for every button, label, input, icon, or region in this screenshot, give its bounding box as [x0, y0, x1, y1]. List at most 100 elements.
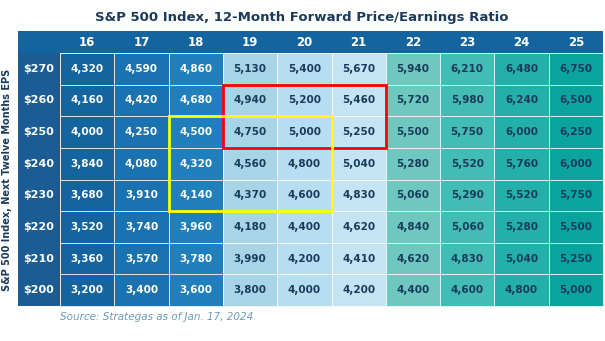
Bar: [494, 116, 549, 148]
Bar: [549, 116, 603, 148]
Bar: [386, 116, 440, 148]
Bar: [386, 211, 440, 243]
Text: 5,980: 5,980: [451, 95, 483, 105]
Bar: [223, 179, 277, 211]
Text: 4,420: 4,420: [125, 95, 158, 105]
Text: 4,320: 4,320: [179, 159, 212, 169]
Text: 4,400: 4,400: [396, 285, 430, 295]
Bar: [277, 53, 332, 85]
Text: $270: $270: [24, 64, 54, 74]
Bar: [386, 275, 440, 306]
Text: $250: $250: [24, 127, 54, 137]
Text: 18: 18: [188, 35, 204, 48]
Text: 4,180: 4,180: [234, 222, 267, 232]
Text: 24: 24: [514, 35, 530, 48]
Text: 3,680: 3,680: [71, 190, 103, 200]
Text: 5,000: 5,000: [560, 285, 592, 295]
Text: 3,600: 3,600: [179, 285, 212, 295]
Bar: [332, 148, 386, 179]
Bar: [114, 116, 169, 148]
Text: 3,360: 3,360: [71, 254, 103, 264]
Bar: [386, 243, 440, 275]
Text: 4,590: 4,590: [125, 64, 158, 74]
Bar: [386, 85, 440, 116]
Text: 16: 16: [79, 35, 96, 48]
Text: 6,240: 6,240: [505, 95, 538, 105]
Text: $260: $260: [24, 95, 54, 105]
Text: 5,750: 5,750: [559, 190, 592, 200]
Text: 5,000: 5,000: [288, 127, 321, 137]
Text: 3,840: 3,840: [71, 159, 103, 169]
Text: 4,160: 4,160: [71, 95, 103, 105]
Bar: [169, 211, 223, 243]
Bar: [549, 148, 603, 179]
Bar: [114, 243, 169, 275]
Text: 3,740: 3,740: [125, 222, 158, 232]
Text: 4,200: 4,200: [288, 254, 321, 264]
Bar: [494, 211, 549, 243]
Text: 17: 17: [133, 35, 149, 48]
Bar: [169, 85, 223, 116]
Bar: [549, 211, 603, 243]
Text: 6,210: 6,210: [451, 64, 484, 74]
Bar: [60, 275, 114, 306]
Text: 3,200: 3,200: [71, 285, 103, 295]
Text: 6,480: 6,480: [505, 64, 538, 74]
Text: 21: 21: [350, 35, 367, 48]
Bar: [223, 148, 277, 179]
Bar: [549, 275, 603, 306]
Bar: [332, 85, 386, 116]
Bar: [169, 243, 223, 275]
Text: 5,500: 5,500: [560, 222, 592, 232]
Text: 5,130: 5,130: [234, 64, 267, 74]
Text: 4,620: 4,620: [342, 222, 375, 232]
Text: 4,400: 4,400: [288, 222, 321, 232]
Bar: [223, 275, 277, 306]
Bar: [332, 179, 386, 211]
Text: 4,940: 4,940: [234, 95, 267, 105]
Bar: [60, 211, 114, 243]
Text: 4,830: 4,830: [451, 254, 484, 264]
Text: 6,250: 6,250: [560, 127, 592, 137]
Text: 4,250: 4,250: [125, 127, 158, 137]
Text: 4,750: 4,750: [234, 127, 267, 137]
Text: 4,000: 4,000: [71, 127, 103, 137]
Bar: [60, 243, 114, 275]
Text: 5,060: 5,060: [451, 222, 484, 232]
Bar: [277, 211, 332, 243]
Bar: [494, 275, 549, 306]
Bar: [277, 179, 332, 211]
Bar: [332, 211, 386, 243]
Text: 3,910: 3,910: [125, 190, 158, 200]
Text: 3,990: 3,990: [234, 254, 266, 264]
Text: 5,500: 5,500: [396, 127, 430, 137]
Text: 3,960: 3,960: [179, 222, 212, 232]
Text: $230: $230: [24, 190, 54, 200]
Text: 4,370: 4,370: [234, 190, 267, 200]
Text: 6,000: 6,000: [560, 159, 592, 169]
Text: $210: $210: [24, 254, 54, 264]
Bar: [223, 243, 277, 275]
Text: 5,460: 5,460: [342, 95, 375, 105]
Text: 4,320: 4,320: [71, 64, 103, 74]
Text: S&P 500 Index, 12-Month Forward Price/Earnings Ratio: S&P 500 Index, 12-Month Forward Price/Ea…: [95, 11, 509, 24]
Bar: [549, 243, 603, 275]
Text: 4,410: 4,410: [342, 254, 375, 264]
Text: 5,400: 5,400: [288, 64, 321, 74]
Bar: [386, 53, 440, 85]
Text: 5,040: 5,040: [505, 254, 538, 264]
Bar: [549, 53, 603, 85]
Bar: [440, 179, 494, 211]
Bar: [60, 85, 114, 116]
Bar: [60, 116, 114, 148]
Text: 5,060: 5,060: [396, 190, 430, 200]
Text: 4,600: 4,600: [288, 190, 321, 200]
Text: 4,840: 4,840: [396, 222, 430, 232]
Bar: [277, 275, 332, 306]
Bar: [494, 148, 549, 179]
Bar: [277, 85, 332, 116]
Bar: [223, 53, 277, 85]
Bar: [440, 85, 494, 116]
Bar: [440, 116, 494, 148]
Text: 4,600: 4,600: [451, 285, 484, 295]
